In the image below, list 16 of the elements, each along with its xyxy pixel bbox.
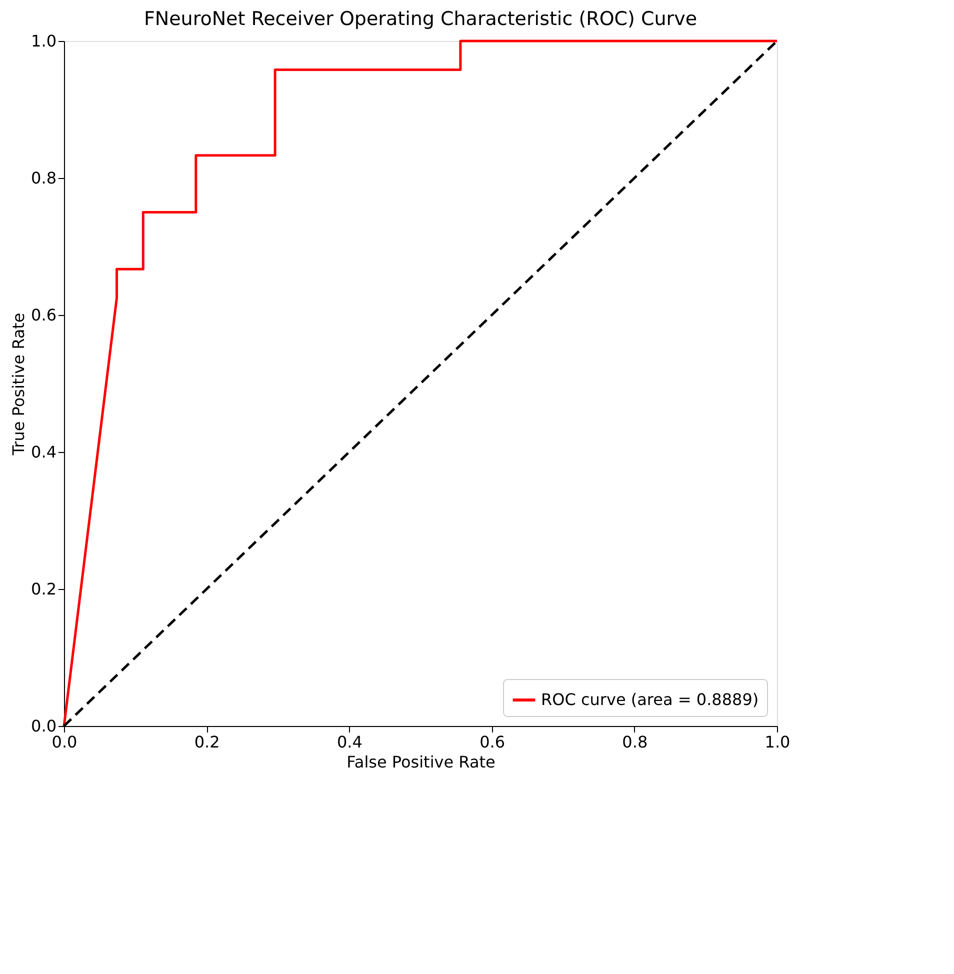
y-tick-label: 1.0 bbox=[31, 32, 56, 50]
x-axis-title: False Positive Rate bbox=[346, 752, 496, 772]
x-tick-label: 0.4 bbox=[336, 732, 362, 752]
x-tick-label: 0.8 bbox=[622, 732, 648, 752]
y-tick-label: 0.8 bbox=[31, 168, 56, 188]
legend-label: ROC curve (area = 0.8889) bbox=[541, 690, 759, 709]
y-tick-label: 0.6 bbox=[31, 306, 56, 324]
x-tick-label: 1.0 bbox=[764, 732, 790, 752]
x-tick-label: 0.2 bbox=[194, 732, 220, 752]
x-tick-label: 0.6 bbox=[480, 732, 506, 752]
chart-title: FNeuroNet Receiver Operating Characteristic (ROC) Curve bbox=[144, 8, 698, 30]
y-tick-label: 0.0 bbox=[31, 716, 56, 736]
y-axis-title: True Positive Rate bbox=[9, 312, 28, 456]
y-tick-label: 0.2 bbox=[31, 580, 56, 598]
x-tick-label: 0.0 bbox=[52, 732, 78, 752]
y-tick-label: 0.4 bbox=[31, 442, 56, 462]
